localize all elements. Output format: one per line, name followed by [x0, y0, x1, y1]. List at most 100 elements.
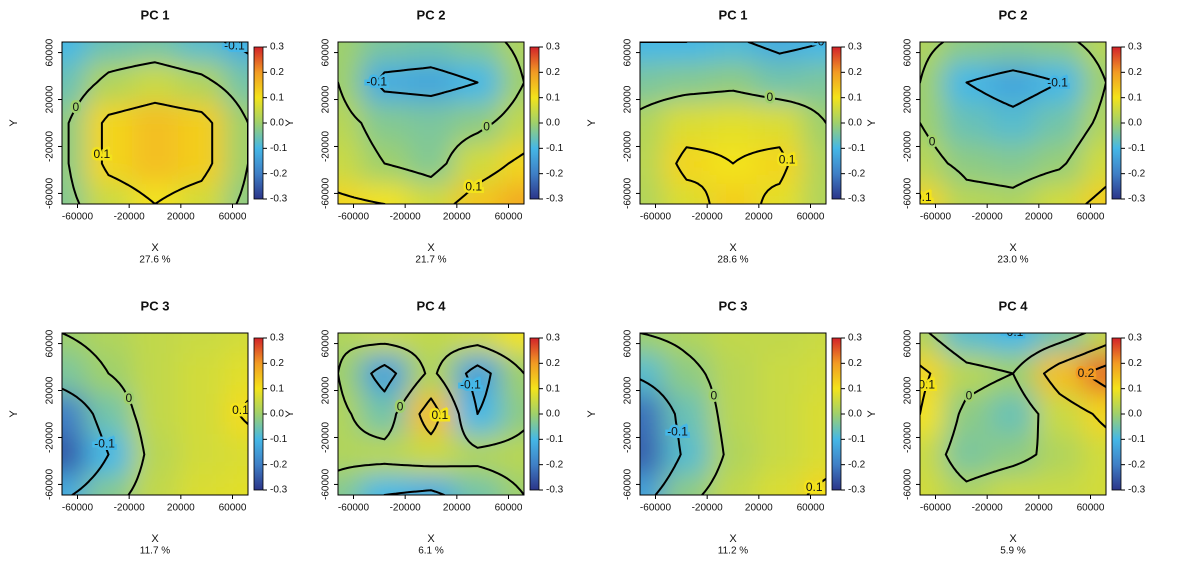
- x-tick-label: 60000: [495, 212, 523, 223]
- heat-cell: [756, 102, 804, 144]
- heat-cell: [663, 183, 711, 204]
- x-tick-label: -60000: [338, 212, 370, 223]
- y-tick-label: -60000: [623, 468, 634, 500]
- x-tick-label: -60000: [62, 503, 94, 514]
- heat-cell: [640, 42, 664, 63]
- colorbar-tick-label: -0.3: [546, 194, 564, 205]
- panel-title: PC 4: [417, 298, 447, 313]
- heatmap: -0.1 0 0.1: [62, 333, 248, 495]
- contour-line: [640, 42, 826, 55]
- y-tick-label: -20000: [623, 421, 634, 453]
- contour-label: 0: [929, 135, 936, 149]
- x-tick-label: -20000: [692, 503, 724, 514]
- heat-cell: [224, 42, 248, 63]
- contour-label: 0: [126, 391, 133, 405]
- panel-title: PC 3: [719, 298, 748, 313]
- colorbar-tick-label: -0.3: [848, 485, 866, 496]
- colorbar-tick-label: 0.3: [270, 42, 284, 53]
- heat-cell: [500, 434, 524, 476]
- heat-cell: [989, 393, 1037, 435]
- y-tick-label: -60000: [623, 177, 634, 209]
- heat-cell: [640, 393, 664, 435]
- heat-cell: [178, 353, 226, 395]
- x-tick-label: -60000: [338, 503, 370, 514]
- heat-cell: [640, 62, 664, 104]
- heat-cell: [1082, 102, 1106, 144]
- colorbar-tick-label: -0.2: [546, 459, 564, 470]
- colorbar-tick-label: 0.2: [848, 67, 862, 78]
- heat-cell: [663, 102, 711, 144]
- heat-cell: [407, 183, 455, 204]
- contour-label: -0.1: [224, 38, 245, 52]
- colorbar-tick-label: 0.0: [848, 118, 862, 129]
- y-tick-label: 20000: [623, 376, 634, 404]
- heat-cell: [62, 393, 86, 435]
- y-tick-label: -60000: [45, 468, 56, 500]
- panel: PC 4 -0.1 0 0.1 0.2 -60000 -20000 20000 60000 -60…: [866, 298, 1146, 557]
- x-axis-label: X: [151, 242, 159, 254]
- y-tick-label: 60000: [623, 38, 634, 66]
- heat-cell: [802, 434, 826, 476]
- x-axis-label: X: [729, 242, 737, 254]
- heat-cell: [407, 102, 455, 144]
- subtitle: 5.9 %: [1000, 546, 1026, 557]
- x-tick-label: -20000: [972, 212, 1004, 223]
- heat-cell: [338, 353, 362, 395]
- colorbar-tick-label: -0.2: [848, 459, 866, 470]
- heat-cell: [500, 183, 524, 204]
- contour-line: [418, 397, 442, 436]
- contour-label: 0.2: [1078, 366, 1095, 380]
- colorbar: [529, 337, 540, 491]
- y-tick-label: 20000: [45, 376, 56, 404]
- x-tick-label: -60000: [62, 212, 94, 223]
- heat-cell: [178, 143, 226, 185]
- heat-cell: [85, 333, 133, 354]
- x-axis-label: X: [427, 242, 435, 254]
- heat-cell: [338, 62, 362, 104]
- heat-cell: [500, 353, 524, 395]
- heat-cell: [338, 102, 362, 144]
- heat-cell: [989, 143, 1037, 185]
- heat-cell: [62, 183, 86, 204]
- heat-cell: [178, 62, 226, 104]
- x-tick-label: -60000: [640, 503, 672, 514]
- heat-cell: [224, 333, 248, 354]
- heat-cell: [640, 353, 664, 395]
- heat-cell: [338, 474, 362, 495]
- colorbar-tick-label: -0.1: [546, 143, 564, 154]
- colorbar-tick-label: 0.2: [546, 67, 560, 78]
- colorbar-tick-label: 0.2: [270, 358, 284, 369]
- colorbar: [1111, 46, 1122, 200]
- heat-cell: [802, 353, 826, 395]
- heat-cell: [663, 333, 711, 354]
- contour-line: [67, 61, 248, 204]
- x-tick-label: 60000: [219, 503, 247, 514]
- y-tick-label: 60000: [623, 329, 634, 357]
- colorbar-tick-label: 0.1: [848, 92, 862, 103]
- heat-cell: [407, 474, 455, 495]
- heat-cell: [943, 474, 991, 495]
- heat-cell: [1082, 143, 1106, 185]
- colorbar-tick-label: 0.0: [270, 409, 284, 420]
- colorbar-tick-label: -0.1: [1128, 143, 1146, 154]
- plot-frame: [919, 332, 1107, 496]
- heat-cell: [709, 102, 757, 144]
- heat-cell: [361, 183, 409, 204]
- heat-cell: [802, 143, 826, 185]
- x-tick-label: 60000: [797, 212, 825, 223]
- y-tick-label: -20000: [45, 130, 56, 162]
- heat-cell: [62, 42, 86, 63]
- heat-cell: [943, 393, 991, 435]
- x-tick-label: -60000: [920, 212, 952, 223]
- heat-cell: [62, 434, 86, 476]
- heatmap-cells: [640, 42, 826, 204]
- heat-cell: [1082, 474, 1106, 495]
- contour-label: 0.1: [779, 152, 796, 166]
- colorbar-tick-label: 0.1: [848, 383, 862, 394]
- panel-title: PC 2: [417, 7, 446, 22]
- contour-label: 0.1: [465, 179, 482, 193]
- y-tick-label: 20000: [623, 85, 634, 113]
- contour-label: 0: [483, 119, 490, 133]
- heat-cell: [640, 183, 664, 204]
- colorbar-tick-label: 0.2: [270, 67, 284, 78]
